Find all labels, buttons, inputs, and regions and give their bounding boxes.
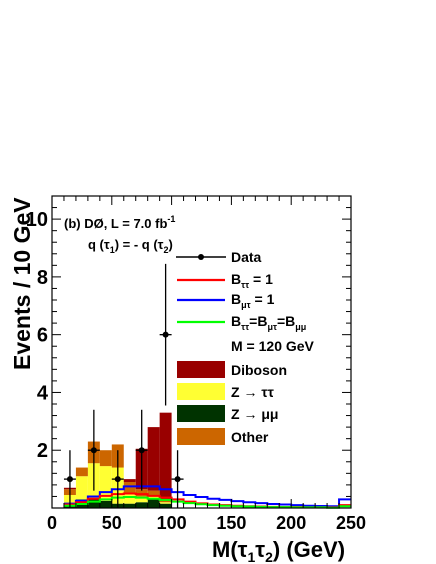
data-point (159, 263, 172, 406)
x-tick-label: 200 (276, 513, 306, 533)
annotation-line2: q (τ1) = - q (τ2) (88, 237, 173, 255)
y-tick-label: 8 (37, 267, 48, 289)
legend-bmt: Bμτ = 1 (177, 291, 275, 310)
stack-bar-other (147, 490, 160, 497)
y-tick-label: 4 (37, 382, 49, 404)
axes: 0 50 100 150 200 250 2 4 6 8 10 (26, 195, 366, 533)
stack-bar-diboson (123, 479, 136, 482)
legend-zmm: Z → μμ (177, 405, 278, 422)
x-tick-label: 250 (336, 513, 366, 533)
stack-bar-z- (75, 476, 88, 500)
x-tick-label: 100 (157, 513, 187, 533)
stack-bar-z- (135, 496, 148, 503)
svg-text:Z → ττ: Z → ττ (231, 384, 275, 400)
svg-text:Z → μμ: Z → μμ (231, 406, 278, 422)
legend-data: Data (176, 249, 262, 265)
stack-bar-z- (123, 503, 136, 508)
plot-frame (51, 195, 352, 509)
data-point (171, 450, 184, 508)
y-tick-label: 10 (26, 209, 48, 231)
stack-bar-z- (159, 503, 172, 508)
stack-bar-diboson (147, 427, 160, 491)
data-points (63, 263, 184, 508)
stack-bar-z- (135, 502, 148, 508)
data-point (87, 409, 100, 491)
svg-text:Bμτ = 1: Bμτ = 1 (231, 291, 275, 310)
x-axis-title: M(τ1τ2) (GeV) (212, 537, 345, 564)
stack-bar-z- (159, 502, 172, 504)
stack-bar-z- (99, 466, 112, 501)
legend-btt: Bττ = 1 (177, 271, 273, 290)
stack-bar-z- (147, 499, 160, 508)
svg-text:Diboson: Diboson (231, 362, 287, 378)
data-point (135, 409, 148, 491)
stack-bar-other (99, 450, 112, 467)
legend-other: Other (177, 428, 269, 445)
stack-bar-diboson (159, 412, 172, 500)
svg-text:Bττ=Bμτ=Bμμ: Bττ=Bμτ=Bμμ (231, 313, 306, 332)
x-tick-label: 150 (216, 513, 246, 533)
y-axis-title: Events / 10 GeV (9, 197, 35, 370)
legend-ztt: Z → ττ (177, 383, 275, 400)
svg-text:Bττ = 1: Bττ = 1 (231, 271, 273, 290)
data-point (111, 450, 124, 508)
annotation-line1: (b) DØ, L = 7.0 fb-1 (64, 214, 175, 231)
stack-bar-z- (99, 500, 112, 508)
stack-bar-other (75, 467, 88, 477)
legend-diboson: Diboson (177, 361, 287, 378)
x-tick-label: 0 (47, 513, 57, 533)
x-tick-label: 50 (102, 513, 122, 533)
y-tick-label: 6 (37, 325, 48, 347)
svg-text:Data: Data (231, 249, 262, 265)
svg-text:Other: Other (231, 429, 269, 445)
legend-ball: Bττ=Bμτ=Bμμ (177, 313, 306, 332)
stack-bar-z- (87, 499, 100, 508)
data-point (63, 450, 76, 508)
stack-bar-z- (123, 493, 136, 504)
stack-bar-other (123, 482, 136, 494)
y-tick-label: 2 (37, 440, 48, 462)
legend-mass: M = 120 GeV (231, 338, 315, 354)
stack-bar-other (135, 489, 148, 497)
legend: Data Bττ = 1 Bμτ = 1 Bττ=Bμτ=Bμμ M = 120… (176, 249, 315, 445)
